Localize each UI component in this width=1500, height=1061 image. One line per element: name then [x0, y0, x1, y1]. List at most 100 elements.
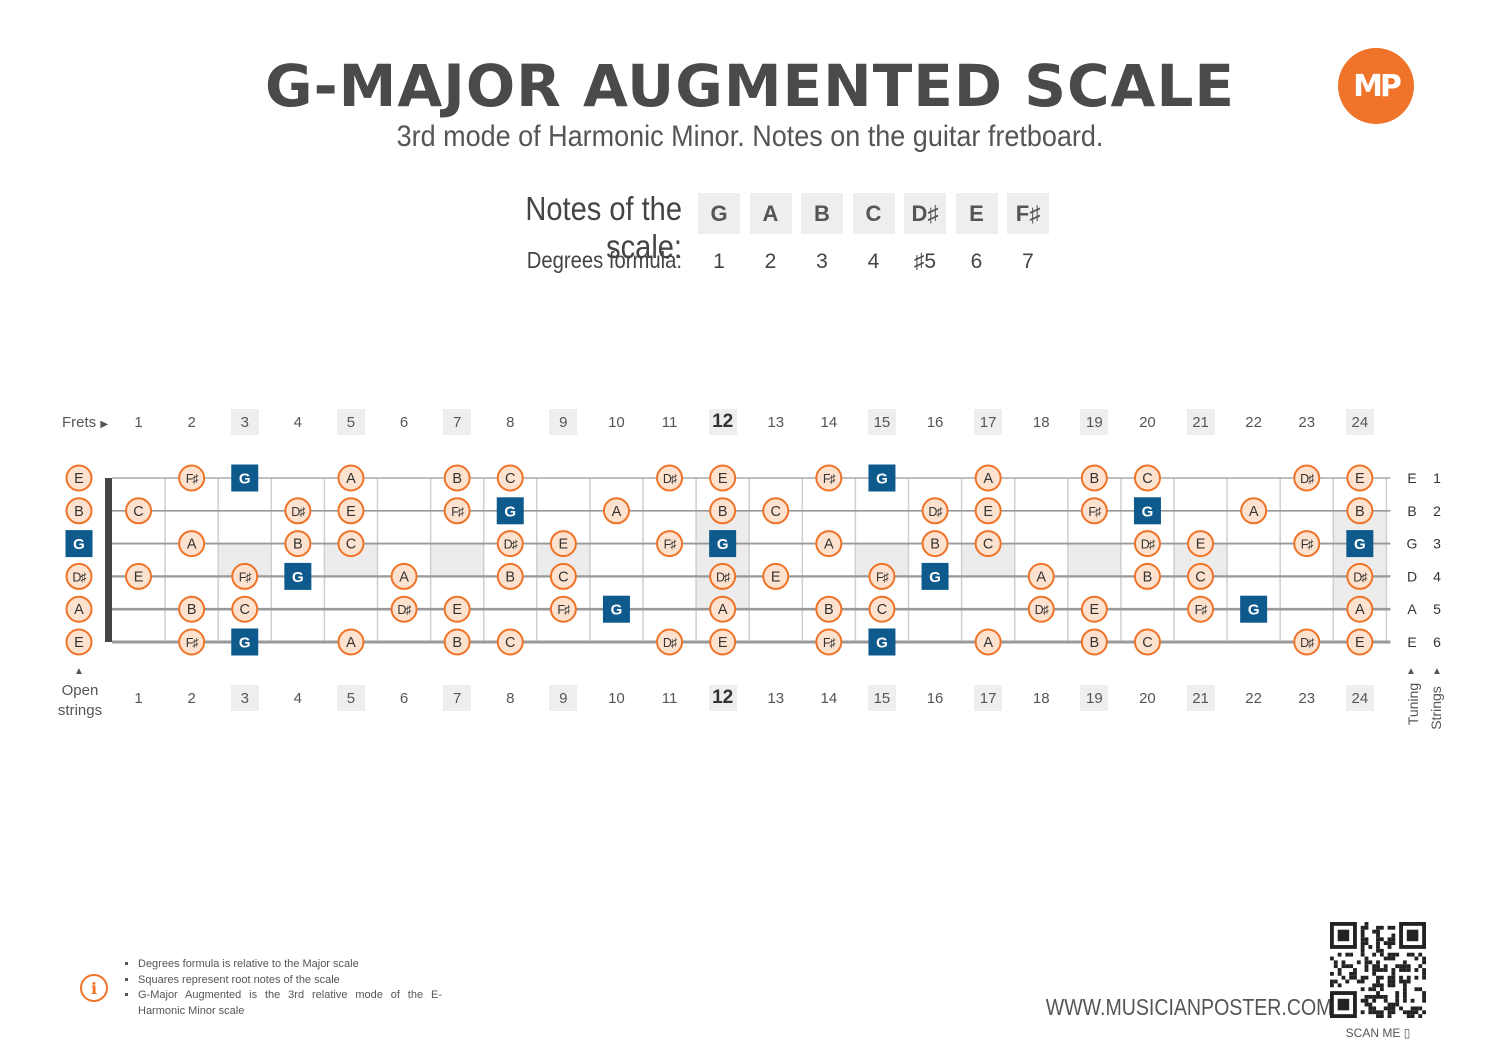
qr-module [1387, 956, 1392, 961]
qr-module [1356, 979, 1361, 984]
qr-module [1402, 968, 1407, 972]
note-label: B [1355, 504, 1365, 520]
qr-code[interactable] [1330, 922, 1426, 1018]
fret-number: 1 [134, 413, 143, 431]
fret-number: 7 [443, 409, 472, 435]
qr-module [1387, 1002, 1392, 1007]
website-link[interactable]: WWW.MUSICIANPOSTER.COM [1045, 994, 1333, 1020]
note-label: D♯ [1141, 538, 1155, 552]
note-circle [178, 628, 206, 656]
qr-module [1376, 979, 1380, 984]
note-circle [1293, 464, 1321, 492]
fret-number: 24 [1345, 409, 1374, 435]
note-circle [815, 464, 843, 492]
qr-module [1422, 960, 1426, 965]
note-label: B [718, 504, 728, 520]
note-label: D♯ [291, 505, 305, 519]
root-note-square [65, 530, 93, 558]
note-label: B [824, 602, 834, 618]
note-label: B [505, 569, 515, 585]
fret-inlay [1067, 543, 1121, 577]
qr-module [1410, 952, 1415, 957]
qr-module [1387, 941, 1392, 946]
note-label: D♯ [928, 505, 942, 519]
footnote-item: G-Major Augmented is the 3rd relative mo… [138, 988, 442, 1019]
note-circle [125, 562, 153, 590]
qr-module [1349, 971, 1354, 976]
note-label: A [187, 537, 197, 553]
root-note-label: G [239, 635, 251, 652]
note-circle [602, 497, 630, 525]
root-note-label: G [929, 569, 941, 586]
qr-module [1376, 948, 1380, 953]
note-circle [1080, 628, 1108, 656]
fret-number: 11 [661, 689, 678, 707]
qr-module [1360, 941, 1365, 946]
fret-number: 11 [661, 413, 678, 431]
note-label: E [718, 471, 728, 487]
root-note-square [1346, 530, 1374, 558]
string-number: 4 [1433, 568, 1441, 584]
qr-module [1360, 975, 1365, 980]
fret-number: 15 [867, 685, 896, 711]
root-note-label: G [73, 536, 85, 553]
qr-module [1376, 929, 1380, 934]
qr-module [1372, 964, 1377, 969]
note-label: D♯ [663, 636, 677, 650]
note-label: C [505, 471, 515, 487]
qr-module [1395, 994, 1400, 999]
fret-number: 17 [974, 685, 1003, 711]
note-label: F♯ [451, 505, 464, 519]
note-label: A [399, 569, 409, 585]
qr-module [1379, 925, 1384, 930]
note-label: D♯ [1035, 603, 1049, 617]
qr-module [1418, 964, 1423, 969]
note-label: C [558, 569, 568, 585]
brand-logo[interactable]: MP [1338, 48, 1414, 124]
open-strings-label: Open strings [57, 682, 103, 719]
note-circle [178, 464, 206, 492]
note-circle [868, 595, 896, 623]
strings-label: Strings [1428, 686, 1444, 730]
fret-number: 16 [926, 413, 944, 431]
note-circle [709, 497, 737, 525]
note-circle [1346, 562, 1374, 590]
note-circle [496, 530, 524, 558]
fret-number: 13 [767, 413, 785, 431]
qr-module [1387, 945, 1392, 949]
note-circle [1133, 628, 1161, 656]
qr-module [1379, 952, 1384, 957]
note-label: C [983, 537, 993, 553]
fret-number: 14 [820, 413, 838, 431]
scale-degree: 3 [816, 250, 828, 273]
qr-module [1383, 994, 1388, 999]
note-label: A [824, 537, 834, 553]
qr-module [1379, 968, 1384, 972]
qr-module [1418, 1014, 1423, 1018]
note-circle [762, 497, 790, 525]
note-circle [1027, 562, 1055, 590]
string-number: 3 [1433, 536, 1441, 552]
note-label: A [1036, 569, 1046, 585]
note-label: C [133, 504, 143, 520]
qr-module [1406, 964, 1411, 969]
qr-module [1368, 987, 1373, 992]
note-circle [549, 562, 577, 590]
fret-number: 21 [1186, 409, 1215, 435]
qr-finder [1337, 929, 1350, 942]
qr-module [1391, 952, 1396, 957]
note-label: F♯ [239, 570, 252, 584]
note-label: F♯ [186, 636, 199, 650]
qr-module [1360, 929, 1365, 934]
qr-module [1399, 968, 1403, 972]
note-label: C [771, 504, 781, 520]
qr-module [1410, 998, 1415, 1003]
qr-module [1364, 968, 1369, 972]
qr-module [1360, 937, 1365, 942]
note-label: F♯ [1301, 538, 1314, 552]
qr-module [1353, 971, 1357, 976]
note-label: F♯ [823, 472, 836, 486]
qr-module [1379, 937, 1384, 942]
qr-module [1422, 956, 1426, 961]
